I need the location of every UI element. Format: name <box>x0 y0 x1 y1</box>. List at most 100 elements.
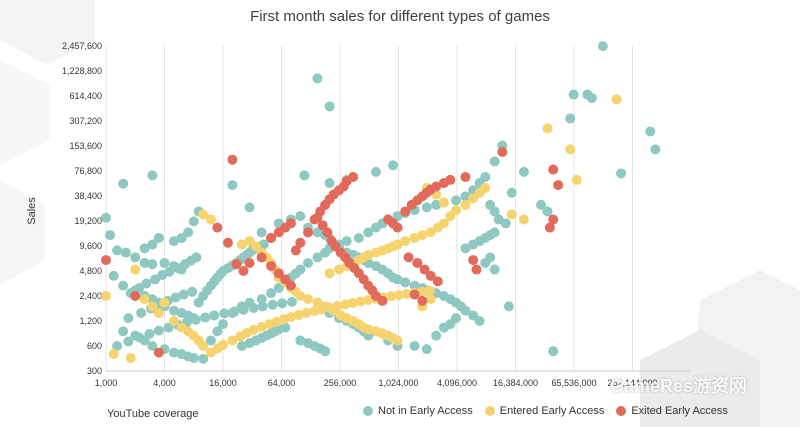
data-point-series-0 <box>480 172 491 183</box>
data-point-series-0 <box>460 191 471 202</box>
legend-item-not-in-early-access: Not in Early Access <box>363 405 473 417</box>
data-point-series-0 <box>518 166 529 177</box>
data-point-series-0 <box>209 310 220 321</box>
legend-marker <box>484 406 495 416</box>
data-point-series-0 <box>188 216 199 227</box>
data-point-series-0 <box>392 274 403 285</box>
data-point-series-0 <box>312 227 323 238</box>
data-point-series-0 <box>489 227 500 238</box>
data-point-series-0 <box>212 326 223 337</box>
data-point-series-0 <box>295 335 306 346</box>
x-tick-label: 4,096,000 <box>437 378 477 388</box>
data-point-series-2 <box>222 237 233 248</box>
legend-item-exited-early-access: Exited Early Access <box>616 405 728 417</box>
data-point-series-2 <box>130 291 141 301</box>
data-point-series-0 <box>320 346 331 357</box>
data-point-series-1 <box>460 199 471 210</box>
data-point-series-0 <box>164 266 175 277</box>
data-point-series-2 <box>266 232 277 243</box>
data-point-series-2 <box>273 268 284 279</box>
data-point-series-0 <box>489 156 500 167</box>
data-point-series-0 <box>147 239 158 250</box>
data-point-series-2 <box>256 252 267 263</box>
data-point-series-1 <box>108 349 119 360</box>
data-point-series-0 <box>130 252 141 263</box>
data-point-series-2 <box>312 212 323 223</box>
data-point-series-0 <box>542 206 553 217</box>
data-point-series-0 <box>139 257 150 268</box>
data-point-series-1 <box>611 94 622 105</box>
data-point-series-1 <box>130 264 141 275</box>
data-point-series-0 <box>159 257 170 268</box>
data-point-series-1 <box>248 324 259 335</box>
data-point-series-0 <box>101 212 111 223</box>
data-point-series-0 <box>191 252 202 263</box>
data-point-series-0 <box>168 305 179 316</box>
data-point-series-0 <box>238 304 249 315</box>
y-tick-label: 4,800 <box>79 266 102 276</box>
data-point-series-0 <box>229 306 240 317</box>
data-point-series-1 <box>363 324 374 335</box>
data-point-series-2 <box>548 214 559 225</box>
data-points <box>101 41 661 364</box>
x-tick-label: 64,000 <box>268 378 296 388</box>
data-point-series-0 <box>218 319 229 330</box>
data-point-series-2 <box>266 261 277 272</box>
data-point-series-2 <box>468 255 479 266</box>
data-point-series-2 <box>392 222 403 233</box>
data-point-series-0 <box>244 202 255 213</box>
data-point-series-0 <box>450 313 461 324</box>
legend-label: Exited Early Access <box>631 405 728 417</box>
data-point-series-0 <box>650 144 661 155</box>
data-point-series-0 <box>536 199 547 210</box>
data-point-series-0 <box>147 170 158 181</box>
data-point-series-0 <box>200 312 211 323</box>
data-point-series-0 <box>421 344 432 355</box>
data-point-series-0 <box>105 230 116 241</box>
data-point-series-0 <box>295 211 306 222</box>
data-point-series-1 <box>285 312 296 323</box>
y-tick-label: 76,800 <box>74 166 102 176</box>
data-point-series-0 <box>118 326 129 337</box>
data-point-series-0 <box>178 289 189 300</box>
watermark-text: GameRes游资网 <box>610 376 748 396</box>
data-point-series-2 <box>548 164 559 175</box>
x-tick-label: 256,000 <box>324 378 357 388</box>
data-point-series-0 <box>120 247 131 258</box>
y-tick-label: 600 <box>87 341 102 351</box>
data-point-series-1 <box>347 297 358 308</box>
data-point-series-1 <box>438 218 449 229</box>
data-point-series-0 <box>257 301 268 312</box>
x-tick-label: 1,024,000 <box>378 378 418 388</box>
data-point-series-1 <box>363 295 374 306</box>
data-point-series-0 <box>312 252 323 263</box>
data-point-series-0 <box>168 236 179 247</box>
data-point-series-0 <box>645 126 656 137</box>
data-point-series-0 <box>421 202 432 213</box>
data-point-series-0 <box>136 307 147 318</box>
y-axis-ticks: 300 600 1,200 2,400 4,800 9,600 19,200 38,400 76… <box>62 41 102 376</box>
y-tick-label: 2,457,600 <box>62 41 102 51</box>
data-point-series-2 <box>303 227 314 238</box>
data-point-series-2 <box>285 280 296 291</box>
data-point-series-1 <box>293 309 304 320</box>
data-point-series-0 <box>299 170 310 181</box>
data-point-series-1 <box>400 236 411 247</box>
data-point-series-1 <box>506 209 517 220</box>
data-point-series-0 <box>431 330 442 341</box>
data-point-series-0 <box>134 332 145 343</box>
data-point-series-0 <box>586 93 597 104</box>
data-point-series-1 <box>480 182 491 193</box>
data-point-series-0 <box>112 341 123 351</box>
data-point-series-2 <box>497 147 508 158</box>
data-point-series-0 <box>150 274 161 285</box>
data-point-series-0 <box>118 178 129 189</box>
data-point-series-1 <box>565 144 576 155</box>
data-point-series-1 <box>153 307 164 318</box>
data-point-series-2 <box>101 255 111 266</box>
data-point-series-0 <box>112 245 123 256</box>
data-point-series-0 <box>248 303 259 314</box>
data-point-series-0 <box>503 301 514 312</box>
data-point-series-2 <box>212 222 223 233</box>
